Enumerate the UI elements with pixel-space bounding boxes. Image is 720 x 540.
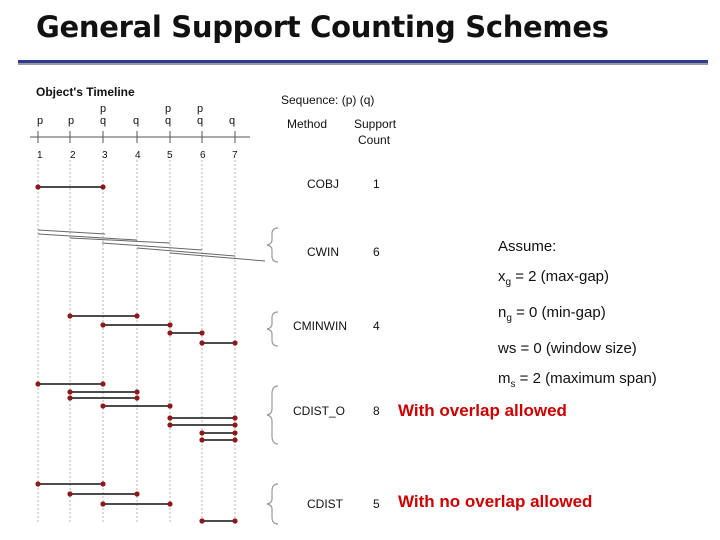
- timeline-item: p: [197, 103, 203, 115]
- occurrence-dot: [100, 381, 106, 387]
- no-overlap-note: With no overlap allowed: [398, 492, 593, 511]
- occurrence-dot: [167, 415, 173, 421]
- occurrence-dot: [199, 340, 205, 346]
- occurrence-dot: [199, 437, 205, 443]
- brace: [266, 385, 279, 445]
- slide-title: General Support Counting Schemes: [36, 10, 609, 44]
- overlap-note: With overlap allowed: [398, 401, 567, 420]
- assume-window-size: ws = 0 (window size): [498, 340, 637, 357]
- occurrence-dot: [35, 381, 41, 387]
- assumptions-box: Assume: xg = 2 (max-gap) ng = 0 (min-gap…: [498, 232, 657, 400]
- title-underline: [18, 60, 708, 63]
- occurrence-dot: [232, 340, 238, 346]
- occurrence-dot: [134, 313, 140, 319]
- support-count: 4: [373, 319, 380, 333]
- count-column-header: Count: [358, 133, 391, 147]
- occurrence-dot: [67, 313, 73, 319]
- occurrence-dot: [67, 491, 73, 497]
- method-name: CDIST: [307, 497, 344, 511]
- timeline-item: p: [165, 103, 171, 115]
- occurrence-dot: [167, 330, 173, 336]
- tick-label: 6: [200, 150, 206, 161]
- assume-label: Assume:: [498, 238, 557, 255]
- occurrence-dot: [167, 403, 173, 409]
- occurrence-dot: [232, 437, 238, 443]
- occurrence-dot: [134, 389, 140, 395]
- occurrence-dot: [232, 422, 238, 428]
- timeline-item: q: [229, 115, 235, 127]
- window-line: [37, 229, 106, 235]
- assume-min-gap: ng = 0 (min-gap): [498, 304, 606, 324]
- timeline-item: q: [197, 115, 203, 127]
- tick-label: 1: [37, 150, 43, 161]
- tick-label: 4: [135, 150, 141, 161]
- tick-label: 5: [167, 150, 173, 161]
- method-name: COBJ: [307, 177, 339, 191]
- occurrence-dot: [232, 518, 238, 524]
- sequence-heading: Sequence: (p) (q): [281, 93, 374, 107]
- brace: [266, 483, 279, 525]
- occurrence-dot: [134, 491, 140, 497]
- timeline-item: p: [37, 115, 43, 127]
- assume-max-gap: xg = 2 (max-gap): [498, 268, 610, 288]
- support-column-header: Support: [354, 117, 397, 131]
- timeline-item: p: [100, 103, 106, 115]
- occurrence-dot: [134, 395, 140, 401]
- occurrence-dot: [100, 501, 106, 507]
- occurrence-dot: [35, 184, 41, 190]
- timeline-item: q: [165, 115, 171, 127]
- method-column-header: Method: [287, 117, 327, 131]
- title-underline-shadow: [18, 63, 708, 65]
- occurrence-dot: [232, 430, 238, 436]
- timeline-heading: Object's Timeline: [36, 85, 135, 99]
- timeline-item: q: [100, 115, 106, 127]
- timeline-item: q: [133, 115, 139, 127]
- brace: [266, 227, 279, 263]
- occurrence-dot: [100, 403, 106, 409]
- window-line: [101, 242, 203, 251]
- brace: [266, 311, 279, 347]
- occurrence-dot: [167, 422, 173, 428]
- timeline-item: p: [68, 115, 74, 127]
- support-count: 8: [373, 404, 380, 418]
- method-name: CMINWIN: [293, 319, 347, 333]
- occurrence-dot: [167, 501, 173, 507]
- method-name: CWIN: [307, 245, 339, 259]
- support-count: 6: [373, 245, 380, 259]
- occurrence-dot: [67, 389, 73, 395]
- window-line: [136, 247, 236, 257]
- occurrence-dot: [100, 322, 106, 328]
- tick-label: 3: [102, 150, 108, 161]
- occurrence-dot: [167, 322, 173, 328]
- support-count: 5: [373, 497, 380, 511]
- method-name: CDIST_O: [293, 404, 345, 418]
- occurrence-dot: [35, 481, 41, 487]
- occurrence-dot: [100, 481, 106, 487]
- occurrence-dot: [232, 415, 238, 421]
- window-line: [69, 237, 171, 244]
- assume-max-span: ms = 2 (maximum span): [498, 370, 657, 390]
- occurrence-dot: [100, 184, 106, 190]
- tick-label: 7: [232, 150, 238, 161]
- window-line: [37, 233, 138, 241]
- window-line: [169, 252, 266, 262]
- tick-label: 2: [70, 150, 76, 161]
- occurrence-dot: [199, 518, 205, 524]
- occurrence-dot: [199, 430, 205, 436]
- support-count: 1: [373, 177, 380, 191]
- occurrence-dot: [199, 330, 205, 336]
- occurrence-dot: [67, 395, 73, 401]
